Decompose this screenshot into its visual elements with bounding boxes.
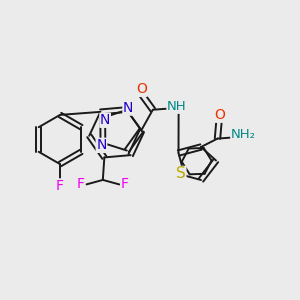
Text: F: F	[77, 177, 85, 191]
Text: S: S	[176, 167, 186, 182]
Text: F: F	[56, 179, 64, 193]
Text: O: O	[136, 82, 147, 96]
Text: N: N	[100, 113, 110, 127]
Text: NH: NH	[167, 100, 187, 113]
Text: F: F	[121, 177, 129, 191]
Text: O: O	[214, 108, 225, 122]
Text: NH₂: NH₂	[231, 128, 256, 141]
Text: N: N	[96, 138, 106, 152]
Text: N: N	[123, 101, 133, 115]
